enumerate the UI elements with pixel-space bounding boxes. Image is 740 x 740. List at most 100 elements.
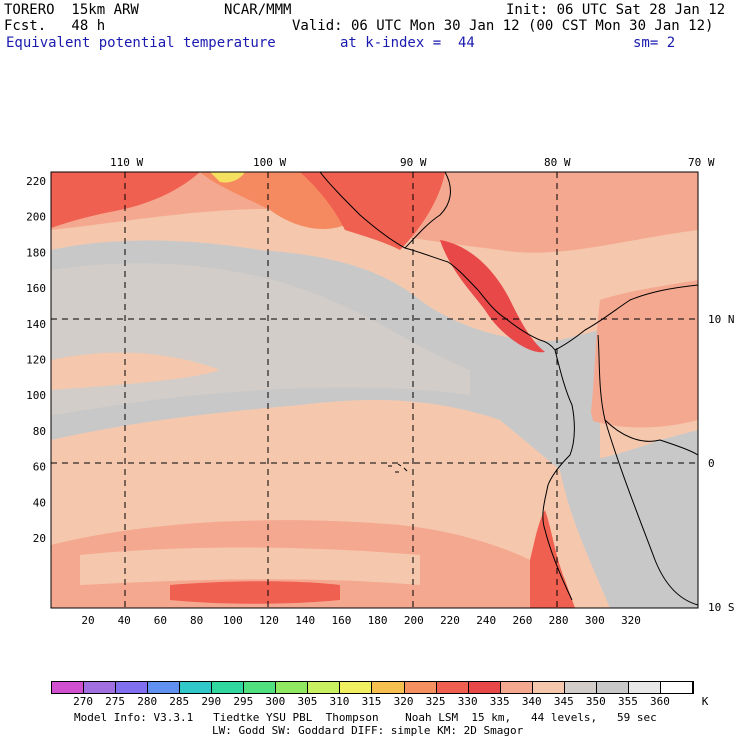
colorbar-tick-label: 340 [521, 695, 542, 708]
left-axis-label: 40 [33, 496, 46, 509]
lat-label-10n: 10 N [708, 313, 735, 326]
left-axis-label: 80 [33, 425, 46, 438]
colorbar-swatch [244, 682, 277, 693]
lat-label-10s: 10 S [708, 601, 735, 614]
colorbar-tick-label: 310 [329, 695, 350, 708]
forecast-hour: Fcst. 48 h [4, 18, 106, 34]
colorbar-swatch [148, 682, 181, 693]
ocean-south-peach [80, 547, 420, 585]
level-info: at k-index = 44 [340, 35, 475, 51]
colorbar-swatch [532, 682, 565, 693]
bottom-axis-label: 20 [81, 614, 94, 627]
colorbar-tick-label: 320 [393, 695, 414, 708]
lon-label-80w: 80 W [544, 156, 571, 169]
left-axis-label: 180 [26, 246, 46, 259]
organization: NCAR/MMM [224, 2, 292, 18]
colorbar-tick-label: 270 [73, 695, 93, 708]
colorbar-swatch [276, 682, 309, 693]
graticule [51, 172, 698, 608]
left-axis-label: 160 [26, 282, 46, 295]
colorbar-swatch [52, 682, 85, 693]
yellow-spot [210, 172, 245, 183]
colorbar-swatch [404, 682, 437, 693]
hot-mexico [300, 172, 445, 250]
footer-physics-info: LW: Godd SW: Goddard DIFF: simple KM: 2D… [212, 724, 524, 737]
colorbar-swatch [564, 682, 597, 693]
bottom-axis-label: 320 [621, 614, 641, 627]
colorbar-tick-label: 330 [457, 695, 478, 708]
colorbar-tick-label: 300 [265, 695, 286, 708]
colorbar-swatch [436, 682, 469, 693]
colorbar-swatch [180, 682, 213, 693]
colorbar-tick-label: 325 [425, 695, 446, 708]
colorbar-tick-label: 275 [105, 695, 126, 708]
bottom-axis-label: 40 [118, 614, 131, 627]
gray-interior [556, 360, 595, 460]
colorbar-tick-label: 345 [553, 695, 574, 708]
colorbar-tick-label: 335 [489, 695, 510, 708]
hot-strip-south [170, 581, 340, 604]
colorbar-swatch [372, 682, 405, 693]
colorbar-swatch [468, 682, 501, 693]
init-time: Init: 06 UTC Sat 28 Jan 12 [506, 2, 726, 18]
orange-mexico [200, 172, 347, 230]
field-name: Equivalent potential temperature [6, 35, 276, 51]
colorbar-tick-label: 295 [233, 695, 254, 708]
lon-label-100w: 100 W [253, 156, 286, 169]
colorbar-tick-label: 280 [137, 695, 158, 708]
colorbar-tick-label: 360 [650, 695, 670, 708]
bottom-axis-labels: 20 40 60 80 100 120 140 160 180 200 220 240 260 280 30… [81, 614, 641, 627]
lon-label-90w: 90 W [400, 156, 427, 169]
colorbar-swatch [628, 682, 661, 693]
valid-time: Valid: 06 UTC Mon 30 Jan 12 (00 CST Mon … [292, 18, 714, 34]
left-axis-label: 220 [26, 175, 46, 188]
colorbar-tick-label: 290 [201, 695, 222, 708]
colorbar-tick-label: 285 [169, 695, 190, 708]
colorbar [51, 681, 694, 694]
left-axis-label: 200 [26, 211, 46, 224]
map-panel: 110 W 100 W 90 W 80 W 70 W 10 N 0 10 S 2… [26, 156, 735, 627]
bottom-axis-label: 220 [440, 614, 460, 627]
hot-central-america [440, 240, 545, 353]
colorbar-unit: K [701, 695, 709, 708]
colorbar-tick-label: 350 [585, 695, 606, 708]
colorbar-tick-label: 355 [617, 695, 638, 708]
left-axis-label: 140 [26, 318, 46, 331]
colorbar-swatch [212, 682, 245, 693]
bottom-axis-label: 160 [331, 614, 351, 627]
bottom-axis-label: 300 [585, 614, 605, 627]
lon-label-110w: 110 W [110, 156, 143, 169]
left-axis-label: 20 [33, 532, 46, 545]
bottom-axis-label: 200 [404, 614, 424, 627]
lon-label-70w: 70 W [688, 156, 715, 169]
bottom-axis-label: 240 [476, 614, 496, 627]
bottom-axis-label: 260 [512, 614, 532, 627]
coastlines [319, 172, 698, 606]
bottom-axis-label: 100 [223, 614, 243, 627]
map-frame [50, 171, 699, 609]
bottom-axis-label: 140 [295, 614, 315, 627]
colorbar-tick-label: 315 [361, 695, 382, 708]
gray-andes [560, 430, 698, 608]
left-axis-label: 120 [26, 354, 46, 367]
left-axis-label: 60 [33, 461, 46, 474]
bottom-axis-label: 120 [259, 614, 279, 627]
bottom-axis-label: 80 [190, 614, 203, 627]
smoothing-info: sm= 2 [633, 35, 676, 51]
bottom-axis-label: 280 [549, 614, 569, 627]
footer-model-info: Model Info: V3.3.1 Tiedtke YSU PBL Thomp… [74, 711, 657, 724]
colorbar-swatch [660, 682, 693, 693]
model-name: TORERO 15km ARW [4, 2, 139, 18]
colorbar-tick-label: 305 [297, 695, 318, 708]
colorbar-swatch [340, 682, 373, 693]
bottom-axis-label: 180 [368, 614, 388, 627]
bottom-axis-label: 60 [154, 614, 167, 627]
lat-label-0: 0 [708, 457, 715, 470]
colorbar-swatch [84, 682, 117, 693]
left-axis-label: 100 [26, 389, 46, 402]
hot-coast-peru [530, 510, 575, 608]
warm-patch-mid [51, 352, 220, 390]
warm-colombia [590, 280, 698, 428]
left-axis-labels: 220 200 180 160 140 120 100 80 60 40 20 [26, 175, 46, 545]
colorbar-swatch [500, 682, 533, 693]
